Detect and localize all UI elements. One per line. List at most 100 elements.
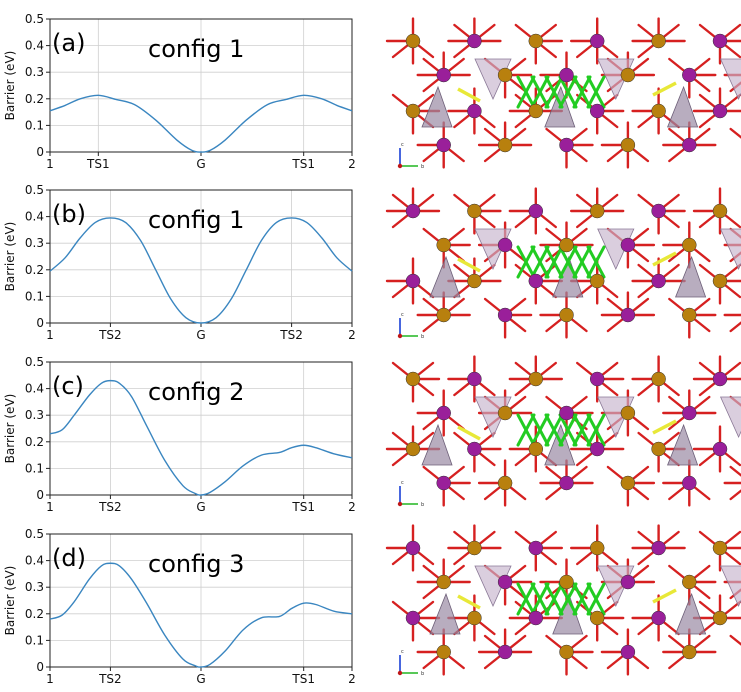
cation-atom [559,137,574,153]
axis-b-label: b [421,164,424,170]
x-tick-label: TS2 [98,328,122,342]
bond [729,321,741,333]
config-annotation: config 3 [148,550,244,578]
y-tick-label: 0.5 [25,527,44,541]
panel-label: (a) [52,29,85,57]
axis-origin-dot [397,501,403,507]
polyhedron [421,423,453,466]
cation-atom [467,441,482,457]
cation-atom [436,137,451,153]
green-bond [572,413,592,447]
series-line [49,379,353,496]
y-tick-label: 0.3 [25,65,44,79]
y-tick-label: 0 [36,488,44,502]
metal-atom [497,475,513,491]
panel-label: (d) [52,544,86,572]
cation-atom [467,103,482,119]
chart-panel-3: 0 0.1 0.2 0.3 0.4 0.5 1 TS2 G TS1 2 Barrier (eV) (c)… [3,355,356,514]
x-tick-label: TS2 [98,672,122,686]
green-bond [544,413,564,447]
metal-atom [528,371,544,387]
axis-origin-dot [397,333,403,339]
yellow-bond [652,588,677,604]
metal-atom [712,273,728,289]
metal-atom [589,610,605,626]
cation-atom [712,371,728,387]
x-tick-label: G [196,328,205,342]
cation-atom [528,610,544,626]
metal-atom [436,644,451,660]
x-tick-label: TS1 [291,157,315,171]
y-tick-label: 0.1 [25,118,44,132]
metal-atom [620,475,636,491]
yellow-bond [457,594,481,610]
crystal-structure-image-3: cb [385,355,741,508]
cation-atom [620,237,636,253]
yellow-bond [457,87,481,103]
metal-atom [467,540,482,556]
cation-atom [405,610,421,626]
polyhedron [667,423,699,466]
green-bond [530,75,550,109]
metal-atom [620,405,636,421]
crystal-structure-image-2: cb [385,187,741,340]
y-tick-label: 0.2 [25,92,44,106]
green-bond [572,75,592,109]
x-tick-label: 1 [46,328,54,342]
yellow-bond [652,419,677,435]
y-tick-label: 0.4 [25,554,44,568]
cation-atom [405,540,421,556]
metal-atom [528,441,544,457]
y-tick-label: 0.1 [25,289,44,303]
green-bond [516,413,536,447]
metal-atom [436,237,451,253]
metal-atom [559,237,574,253]
y-tick-label: 0.4 [25,39,44,53]
cation-atom [497,644,513,660]
green-bond [530,245,550,279]
config-annotation: config 1 [148,35,244,63]
x-tick-label: 1 [46,157,54,171]
green-bond [558,75,578,109]
crystal-structure-image-4: cb [385,524,741,677]
cation-atom [497,307,513,323]
green-bond [586,245,606,279]
yellow-bond [652,251,677,267]
green-bond [558,413,578,447]
metal-atom [712,203,728,219]
cation-atom [682,137,697,153]
y-tick-label: 0 [36,316,44,330]
y-tick-label: 0.3 [25,236,44,250]
green-bond [516,75,536,109]
cation-atom [436,475,451,491]
green-bond [586,582,606,616]
metal-atom [559,574,574,590]
chart-panel-2: 0 0.1 0.2 0.3 0.4 0.5 1 TS2 G TS2 2 Barrier (eV) (b)… [3,183,356,342]
chart-panel-4: 0 0.1 0.2 0.3 0.4 0.5 1 TS2 G TS1 2 Barrier (eV) (d)… [3,527,356,686]
polyhedron [719,228,741,270]
bond [729,634,741,646]
cation-atom [682,405,697,421]
metal-atom [497,405,513,421]
cation-atom [589,371,605,387]
y-tick-label: 0 [36,660,44,674]
y-tick-label: 0.5 [25,355,44,369]
cation-atom [651,203,666,219]
cation-atom [589,33,605,49]
axis-origin-dot [397,670,403,676]
metal-atom [712,540,728,556]
metal-atom [682,237,697,253]
y-tick-label: 0.2 [25,263,44,277]
x-tick-label: TS2 [98,500,122,514]
green-bond [544,75,564,109]
metal-atom [589,273,605,289]
cation-atom [559,405,574,421]
polyhedron [719,565,741,607]
green-bond [530,413,550,447]
green-bond [558,582,578,616]
x-tick-label: TS1 [291,672,315,686]
metal-atom [651,33,666,49]
y-tick-label: 0 [36,145,44,159]
metal-atom [682,644,697,660]
metal-atom [405,371,421,387]
